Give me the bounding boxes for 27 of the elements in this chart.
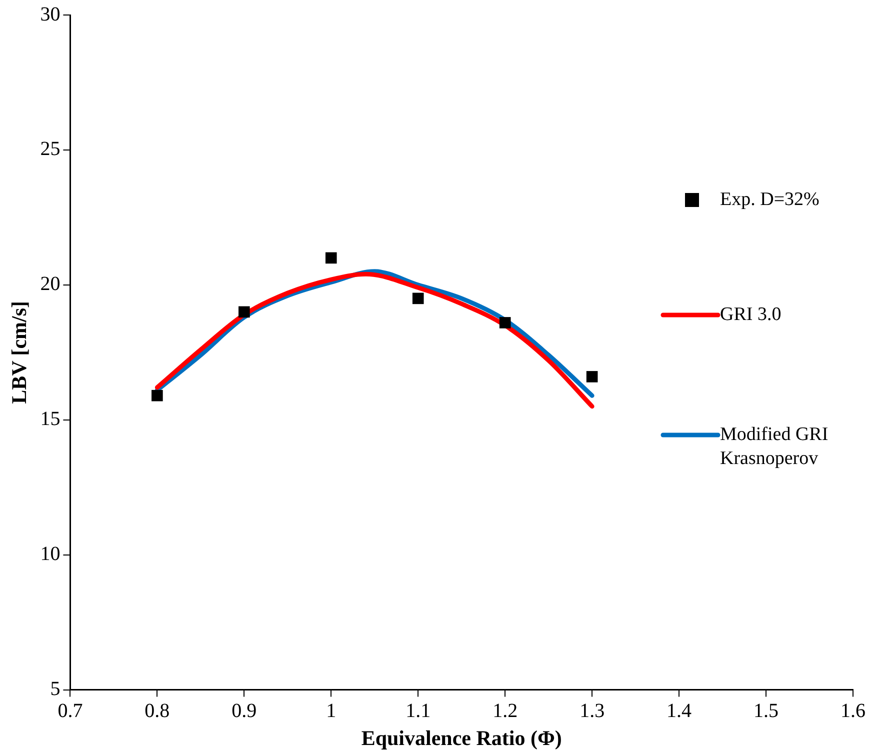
point — [586, 371, 598, 382]
y-tick-label: 15 — [40, 408, 60, 430]
y-tick-label: 30 — [40, 3, 60, 26]
x-tick-label: 1.4 — [666, 700, 692, 722]
y-tick-label: 5 — [50, 678, 60, 700]
point — [499, 317, 511, 328]
legend-label: GRI 3.0 — [720, 304, 782, 325]
point — [412, 292, 424, 304]
x-axis-title: Equivalence Ratio (Φ) — [361, 726, 562, 750]
y-tick-label: 10 — [40, 543, 60, 566]
x-tick-label: 0.8 — [144, 700, 170, 722]
x-tick-label: 1.2 — [492, 700, 518, 722]
point — [152, 390, 163, 402]
x-tick-label: 1.3 — [580, 700, 605, 722]
y-axis-title: LBV [cm/s] — [7, 300, 32, 404]
legend-label: Modified GRI Krasnoperov — [720, 424, 828, 469]
legend-label: Exp. D=32% — [720, 188, 820, 210]
point — [325, 252, 337, 264]
x-tick-label: 0.9 — [232, 700, 257, 722]
x-tick-label: 1 — [326, 700, 336, 722]
x-tick-label: 0.7 — [58, 700, 83, 722]
point — [238, 306, 250, 318]
y-tick-label: 25 — [40, 138, 60, 160]
x-tick-label: 1.6 — [840, 700, 866, 722]
x-tick-label: 1.5 — [754, 700, 779, 722]
x-tick-label: 1.1 — [406, 700, 431, 722]
y-tick-label: 20 — [40, 273, 60, 296]
